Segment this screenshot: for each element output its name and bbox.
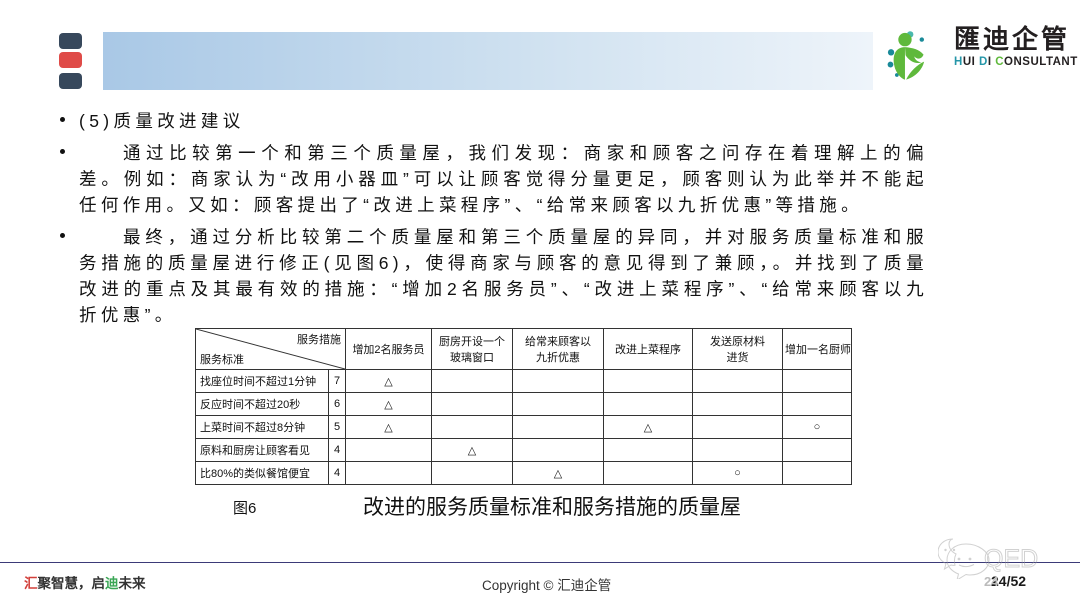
svg-text:QED: QED bbox=[984, 545, 1038, 573]
